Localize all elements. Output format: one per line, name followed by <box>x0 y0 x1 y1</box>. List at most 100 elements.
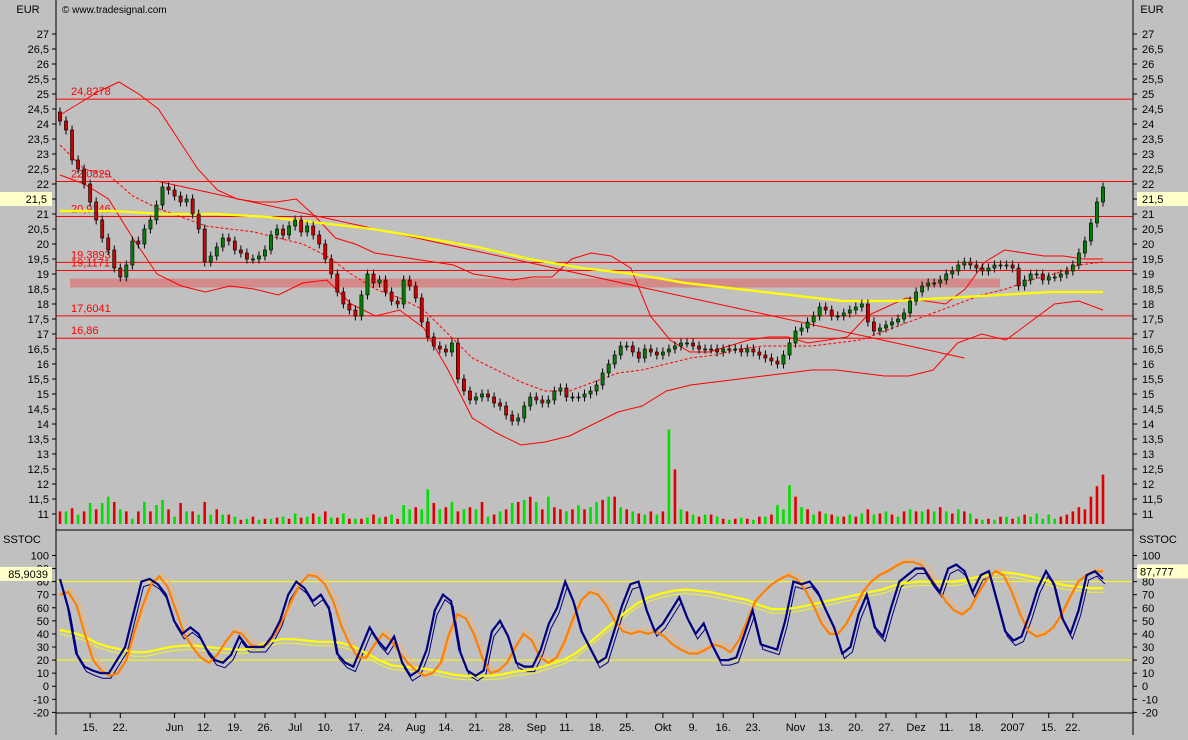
osc-tick-label-right: 100 <box>1142 550 1160 562</box>
price-tick-label-right: 22 <box>1142 179 1154 191</box>
candle-body <box>1083 240 1087 254</box>
candle-body <box>1034 273 1039 276</box>
price-tick-label-left: 25,5 <box>28 74 49 86</box>
volume-bar <box>1029 516 1032 524</box>
volume-bar <box>691 514 695 524</box>
volume-bar <box>281 516 285 524</box>
price-tick-label-left: 27 <box>37 29 49 41</box>
candle-body <box>865 303 870 323</box>
currency-label-right: EUR <box>1140 4 1163 16</box>
candle-body <box>88 183 93 203</box>
volume-bar <box>456 511 460 524</box>
time-tick-label: 18. <box>589 722 604 734</box>
candle-body <box>1076 252 1081 266</box>
osc-tick-label-right: 30 <box>1142 642 1154 654</box>
price-tick-label-left: 16,5 <box>28 344 49 356</box>
volume-bar <box>161 499 164 524</box>
candle-body <box>878 327 882 332</box>
candle-body <box>570 396 575 399</box>
price-tick-label-right: 25,5 <box>1142 74 1163 86</box>
price-tick-label-left: 16 <box>37 359 49 371</box>
time-tick-label: 23. <box>746 722 761 734</box>
volume-bar <box>251 516 255 524</box>
last-price-label-left: 21,5 <box>26 194 47 206</box>
volume-bar <box>149 511 152 524</box>
volume-bar <box>1059 516 1063 524</box>
time-tick-label: Sep <box>526 722 546 734</box>
candle-body <box>962 261 967 266</box>
volume-bar <box>137 511 140 524</box>
candle-body <box>220 237 225 248</box>
candle-body <box>932 282 937 285</box>
candle-body <box>847 309 852 314</box>
price-tick-label-left: 23 <box>37 149 49 161</box>
volume-bar <box>203 501 206 524</box>
candle-body <box>82 168 87 185</box>
volume-bar <box>727 519 731 524</box>
candle-body <box>944 273 949 281</box>
volume-bar <box>878 513 882 524</box>
time-tick-label: 13. <box>818 722 833 734</box>
osc-tick-label-right: 40 <box>1142 629 1154 641</box>
volume-bar <box>776 505 779 524</box>
volume-bar <box>1083 509 1087 524</box>
volume-bar <box>348 518 351 524</box>
time-tick-label: 16. <box>716 722 731 734</box>
support-band <box>70 278 1000 288</box>
volume-bar <box>896 516 900 524</box>
volume-bar <box>806 509 809 524</box>
candle-body <box>612 354 617 365</box>
volume-bar <box>932 511 936 524</box>
candle-body <box>624 345 629 348</box>
moving-average <box>60 209 1103 303</box>
candle-body <box>1010 264 1015 269</box>
candle-body <box>401 279 406 305</box>
bollinger-upper <box>59 81 1103 353</box>
volume-bar <box>293 513 297 524</box>
volume-bar <box>269 518 273 524</box>
candle-body <box>124 264 129 278</box>
osc-tick-label-left: 50 <box>37 616 49 628</box>
volume-bar <box>70 508 74 524</box>
volume-bar <box>88 503 92 524</box>
volume-bar <box>221 514 225 524</box>
volume-bar <box>492 514 496 524</box>
candle-body <box>232 240 237 251</box>
candle-body <box>347 303 352 311</box>
volume-bar <box>498 511 502 524</box>
candle-body <box>654 351 659 356</box>
volume-bar <box>167 509 170 524</box>
candle-body <box>884 324 888 329</box>
volume-bar <box>408 509 411 524</box>
volume-bar <box>884 511 888 524</box>
volume-bar <box>245 518 249 524</box>
volume-bar <box>926 509 930 524</box>
volume-bar <box>908 509 912 524</box>
volume-bar <box>902 511 906 524</box>
candle-body <box>492 396 496 404</box>
price-tick-label-left: 13,5 <box>28 434 49 446</box>
volume-bar <box>1065 514 1069 524</box>
price-tick-label-right: 17,5 <box>1142 314 1163 326</box>
time-tick-label: 18. <box>969 722 984 734</box>
candle-body <box>1070 264 1075 272</box>
volume-bar <box>963 511 966 524</box>
volume-bar <box>860 513 864 524</box>
volume-bar <box>64 511 68 524</box>
candle-body <box>552 390 557 401</box>
volume-bar <box>420 509 424 524</box>
price-tick-label-right: 15,5 <box>1142 374 1163 386</box>
candle-body <box>841 312 846 317</box>
candle-body <box>389 291 394 302</box>
candle-body <box>1004 264 1009 267</box>
candle-body <box>516 417 521 422</box>
price-tick-label-right: 19,5 <box>1142 254 1163 266</box>
price-tick-label-left: 18 <box>37 299 49 311</box>
candle-body <box>908 300 912 314</box>
volume-bar <box>1005 516 1008 524</box>
volume-bar <box>975 518 978 524</box>
candle-body <box>160 186 165 206</box>
price-tick-label-left: 11,5 <box>28 494 49 506</box>
candle-body <box>208 255 213 263</box>
